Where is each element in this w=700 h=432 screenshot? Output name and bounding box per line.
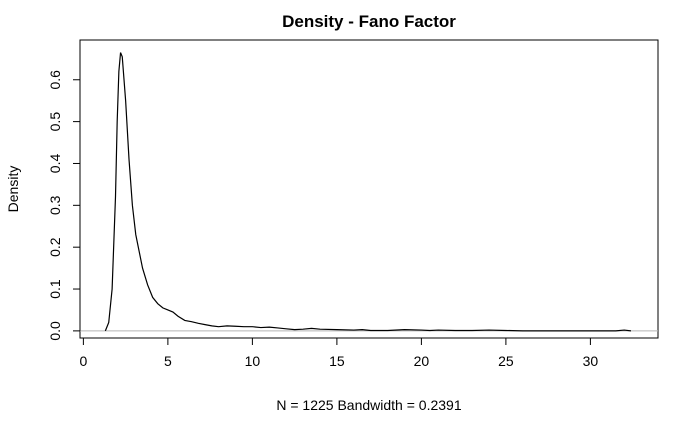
y-tick-label: 0.4 xyxy=(47,154,63,174)
x-tick-label: 30 xyxy=(583,353,599,369)
y-axis: 0.0 0.1 0.2 0.3 0.4 0.5 0.6 xyxy=(47,70,81,341)
x-axis: 0 5 10 15 20 25 30 xyxy=(79,337,599,369)
x-tick-label: 15 xyxy=(329,353,345,369)
chart-title: Density - Fano Factor xyxy=(282,12,456,31)
x-tick-label: 10 xyxy=(245,353,261,369)
y-tick-label: 0.2 xyxy=(47,237,63,257)
y-tick-label: 0.1 xyxy=(47,279,63,299)
y-axis-title: Density xyxy=(5,166,21,213)
x-tick-label: 5 xyxy=(164,353,172,369)
y-tick-label: 0.5 xyxy=(47,112,63,132)
y-tick-label: 0.3 xyxy=(47,195,63,215)
x-axis-title: N = 1225 Bandwidth = 0.2391 xyxy=(276,397,461,413)
density-curve xyxy=(104,52,632,332)
y-tick-label: 0.6 xyxy=(47,70,63,90)
x-tick-label: 25 xyxy=(498,353,514,369)
y-tick-label: 0.0 xyxy=(47,321,63,341)
x-tick-label: 20 xyxy=(414,353,430,369)
x-tick-label: 0 xyxy=(79,353,87,369)
plot-frame xyxy=(79,39,659,339)
